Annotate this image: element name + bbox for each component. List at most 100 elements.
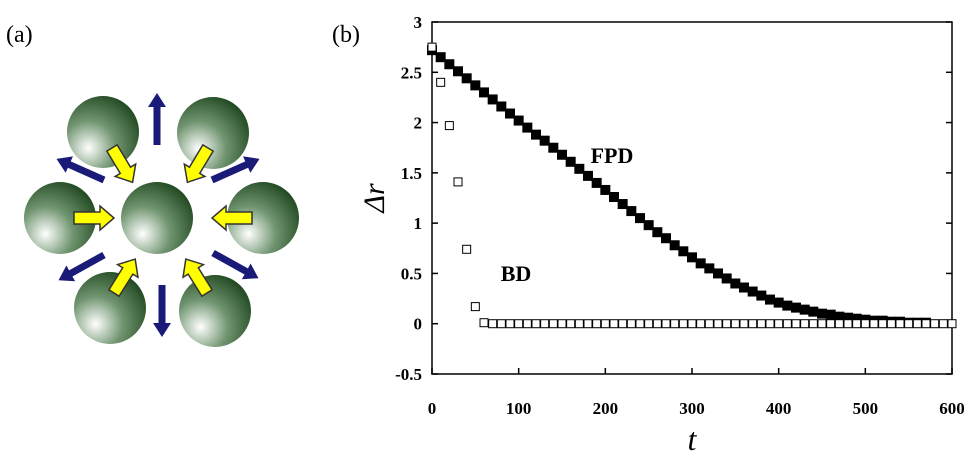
y-tick-label: 1 bbox=[414, 214, 423, 233]
marker bbox=[747, 286, 758, 297]
marker bbox=[488, 319, 498, 329]
marker bbox=[661, 319, 671, 329]
marker bbox=[817, 319, 827, 329]
marker bbox=[687, 252, 697, 263]
marker bbox=[921, 319, 931, 329]
marker bbox=[904, 319, 914, 329]
marker bbox=[566, 319, 576, 329]
marker bbox=[522, 122, 533, 133]
marker bbox=[618, 319, 628, 329]
marker bbox=[436, 77, 446, 87]
marker bbox=[514, 319, 524, 329]
x-axis-label: t bbox=[688, 421, 698, 457]
marker bbox=[522, 319, 532, 329]
marker bbox=[843, 319, 853, 329]
marker bbox=[869, 319, 879, 329]
marker bbox=[852, 319, 862, 329]
marker bbox=[635, 213, 645, 224]
marker bbox=[756, 319, 766, 329]
arrow-out bbox=[153, 285, 171, 337]
sphere bbox=[24, 182, 96, 254]
marker bbox=[878, 319, 888, 329]
marker bbox=[947, 319, 957, 329]
x-tick-label: 200 bbox=[593, 399, 619, 418]
marker bbox=[748, 319, 758, 329]
marker bbox=[531, 129, 541, 140]
marker bbox=[600, 184, 611, 195]
marker bbox=[860, 319, 870, 329]
marker bbox=[574, 319, 584, 329]
marker bbox=[644, 319, 654, 329]
marker bbox=[540, 319, 550, 329]
marker bbox=[435, 52, 446, 63]
marker bbox=[739, 319, 749, 329]
y-tick-label: 0.5 bbox=[401, 264, 422, 283]
marker bbox=[756, 290, 767, 301]
y-tick-label: 2.5 bbox=[401, 63, 422, 82]
marker bbox=[505, 319, 515, 329]
x-tick-label: 500 bbox=[853, 399, 879, 418]
marker bbox=[583, 170, 593, 181]
marker bbox=[704, 319, 714, 329]
marker bbox=[695, 258, 706, 269]
marker bbox=[930, 319, 940, 329]
marker bbox=[505, 108, 515, 119]
marker bbox=[886, 319, 896, 329]
marker bbox=[730, 278, 741, 289]
marker bbox=[453, 177, 463, 187]
marker bbox=[548, 319, 558, 329]
marker bbox=[470, 302, 480, 312]
marker bbox=[479, 318, 489, 328]
marker bbox=[635, 319, 645, 329]
marker bbox=[938, 319, 948, 329]
panel-label: (b) bbox=[332, 22, 360, 48]
marker bbox=[626, 319, 636, 329]
marker bbox=[513, 115, 524, 126]
marker bbox=[496, 101, 507, 112]
marker bbox=[592, 319, 602, 329]
arrow-out bbox=[148, 93, 166, 145]
marker bbox=[479, 87, 489, 98]
y-tick-label: -0.5 bbox=[395, 365, 422, 384]
marker bbox=[461, 73, 472, 84]
marker bbox=[652, 227, 663, 238]
x-tick-label: 100 bbox=[506, 399, 532, 418]
y-axis-label: Δr bbox=[358, 183, 391, 214]
marker bbox=[583, 319, 593, 329]
x-tick-label: 400 bbox=[766, 399, 792, 418]
marker bbox=[444, 59, 455, 70]
x-tick-label: 300 bbox=[679, 399, 705, 418]
marker bbox=[539, 135, 550, 146]
marker bbox=[696, 319, 706, 329]
diagram bbox=[24, 93, 299, 347]
marker bbox=[531, 319, 541, 329]
marker bbox=[782, 319, 792, 329]
marker bbox=[574, 163, 585, 174]
marker bbox=[557, 319, 567, 329]
sphere bbox=[177, 97, 249, 169]
marker bbox=[661, 233, 671, 244]
marker bbox=[774, 319, 784, 329]
marker bbox=[713, 268, 723, 279]
marker bbox=[670, 319, 680, 329]
marker bbox=[643, 220, 654, 231]
marker bbox=[773, 297, 784, 308]
x-tick-label: 0 bbox=[428, 399, 437, 418]
marker bbox=[834, 319, 844, 329]
marker bbox=[730, 319, 740, 329]
marker bbox=[791, 319, 801, 329]
marker bbox=[678, 319, 688, 329]
marker bbox=[765, 319, 775, 329]
marker bbox=[470, 80, 481, 91]
marker bbox=[669, 240, 680, 251]
marker bbox=[427, 42, 437, 52]
sphere bbox=[227, 182, 299, 254]
sphere bbox=[74, 272, 146, 344]
marker bbox=[453, 66, 463, 77]
marker bbox=[496, 319, 506, 329]
marker bbox=[548, 142, 559, 153]
marker bbox=[713, 319, 723, 329]
marker bbox=[782, 300, 793, 311]
marker bbox=[565, 156, 576, 167]
marker bbox=[799, 304, 810, 315]
